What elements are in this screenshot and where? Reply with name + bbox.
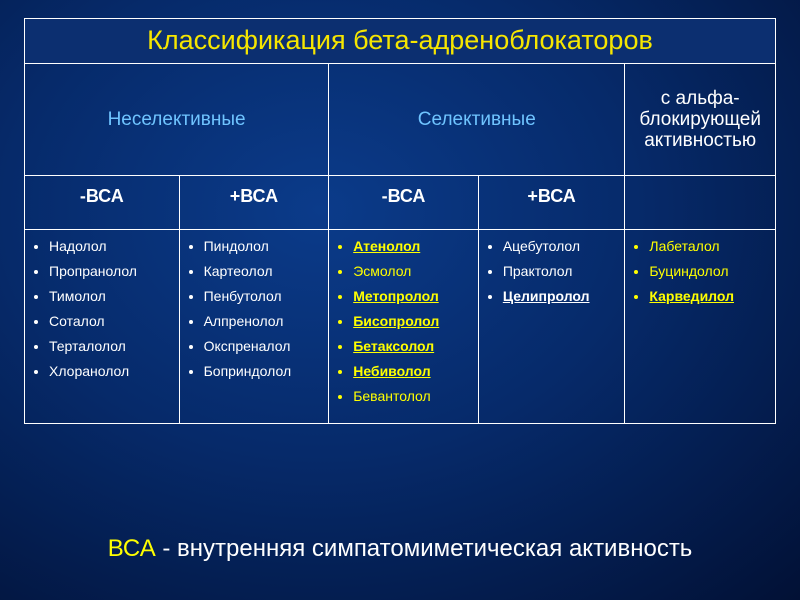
table-title: Классификация бета-адреноблокаторов bbox=[25, 19, 775, 64]
drug-item: Боприндолол bbox=[204, 363, 323, 379]
drug-item: Эсмолол bbox=[353, 263, 472, 279]
drug-item: Алпренолол bbox=[204, 313, 323, 329]
drug-item: Ацебутолол bbox=[503, 238, 619, 254]
drug-item: Буциндолол bbox=[649, 263, 769, 279]
classification-table: Классификация бета-адреноблокаторов Несе… bbox=[24, 18, 776, 424]
drug-item: Надолол bbox=[49, 238, 173, 254]
col5-cell: Лабеталол Буциндолол Карведилол bbox=[625, 230, 775, 423]
header-selective: Селективные bbox=[329, 64, 625, 175]
drug-item: Пенбутолол bbox=[204, 288, 323, 304]
data-row: Надолол Пропранолол Тимолол Соталол Терталол… bbox=[25, 230, 775, 423]
col4-cell: Ацебутолол Практолол Целипролол bbox=[479, 230, 626, 423]
sub-c1-label: -ВСА bbox=[25, 176, 180, 229]
drug-item: Небиволол bbox=[353, 363, 472, 379]
drug-item: Пропранолол bbox=[49, 263, 173, 279]
sub-c2-label: +ВСА bbox=[180, 176, 330, 229]
drug-item: Метопролол bbox=[353, 288, 472, 304]
drug-item: Лабеталол bbox=[649, 238, 769, 254]
footnote-text: - внутренняя симпатомиметическая активно… bbox=[156, 535, 693, 562]
footnote: ВСА - внутренняя симпатомиметическая акт… bbox=[0, 536, 800, 562]
header-nonselective: Неселективные bbox=[25, 64, 329, 175]
drug-item: Бетаксолол bbox=[353, 338, 472, 354]
drug-item: Пиндолол bbox=[204, 238, 323, 254]
sub-c5-label bbox=[625, 176, 775, 229]
drug-item: Бевантолол bbox=[353, 388, 472, 404]
drug-item: Карведилол bbox=[649, 288, 769, 304]
col3-cell: Атенолол Эсмолол Метопролол Бисопролол Бетак… bbox=[329, 230, 479, 423]
drug-item: Хлоранолол bbox=[49, 363, 173, 379]
sub-c3-label: -ВСА bbox=[329, 176, 479, 229]
drug-item: Тимолол bbox=[49, 288, 173, 304]
drug-item: Практолол bbox=[503, 263, 619, 279]
header-alpha: с альфа-блокирующей активностью bbox=[625, 64, 775, 175]
drug-item: Картеолол bbox=[204, 263, 323, 279]
col2-cell: Пиндолол Картеолол Пенбутолол Алпренолол Окс… bbox=[180, 230, 330, 423]
subheader-row: -ВСА +ВСА -ВСА +ВСА bbox=[25, 176, 775, 230]
drug-item: Окспреналол bbox=[204, 338, 323, 354]
drug-item: Целипролол bbox=[503, 288, 619, 304]
drug-item: Атенолол bbox=[353, 238, 472, 254]
col1-cell: Надолол Пропранолол Тимолол Соталол Терталол… bbox=[25, 230, 180, 423]
footnote-abbr: ВСА bbox=[108, 535, 156, 562]
drug-item: Терталолол bbox=[49, 338, 173, 354]
drug-item: Бисопролол bbox=[353, 313, 472, 329]
header-row: Неселективные Селективные с альфа-блокир… bbox=[25, 64, 775, 176]
sub-c4-label: +ВСА bbox=[479, 176, 626, 229]
drug-item: Соталол bbox=[49, 313, 173, 329]
